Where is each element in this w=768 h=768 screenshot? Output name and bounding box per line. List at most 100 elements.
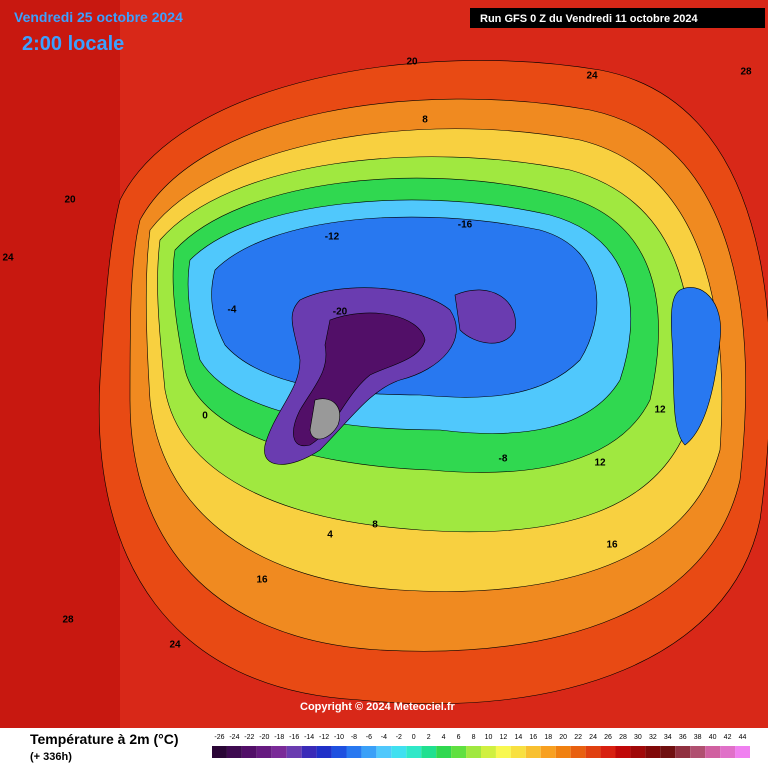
copyright: Copyright © 2024 Meteociel.fr bbox=[300, 701, 456, 713]
color-swatch bbox=[451, 746, 467, 758]
color-swatch bbox=[436, 746, 452, 758]
color-swatch bbox=[331, 746, 347, 758]
temperature-label: 24 bbox=[586, 71, 598, 82]
color-swatch bbox=[212, 746, 227, 758]
temperature-label: -20 bbox=[333, 307, 348, 318]
scale-tick-label: 8 bbox=[472, 734, 476, 741]
scale-tick-label: -18 bbox=[274, 734, 284, 741]
color-swatch bbox=[600, 746, 616, 758]
scale-tick-label: 18 bbox=[544, 734, 552, 741]
scale-tick-label: 34 bbox=[664, 734, 672, 741]
temperature-label: 4 bbox=[327, 530, 333, 541]
color-swatch bbox=[421, 746, 437, 758]
color-swatch bbox=[346, 746, 362, 758]
color-swatch bbox=[510, 746, 526, 758]
scale-tick-label: 16 bbox=[529, 734, 537, 741]
scale-tick-label: 2 bbox=[427, 734, 431, 741]
temperature-label: 8 bbox=[422, 115, 428, 126]
scale-tick-label: -2 bbox=[396, 734, 402, 741]
color-swatch bbox=[615, 746, 631, 758]
scale-tick-label: 14 bbox=[514, 734, 522, 741]
temperature-label: 20 bbox=[64, 195, 76, 206]
map-labels: 20 24 28 8 -12 -16 -20 0 4 12 16 24 28 24 -8 -4 20 16 12 8 bbox=[2, 57, 752, 651]
color-swatch bbox=[570, 746, 586, 758]
temperature-label: -16 bbox=[458, 220, 473, 231]
scale-tick-label: -12 bbox=[319, 734, 329, 741]
scale-tick-label: 22 bbox=[574, 734, 582, 741]
color-swatch bbox=[406, 746, 422, 758]
time-label: 2:00 locale bbox=[22, 33, 124, 55]
color-swatch bbox=[286, 746, 302, 758]
scale-tick-label: -20 bbox=[259, 734, 269, 741]
scale-tick-label: 10 bbox=[485, 734, 493, 741]
color-swatch bbox=[391, 746, 407, 758]
scale-tick-label: -26 bbox=[214, 734, 224, 741]
scale-tick-label: 42 bbox=[724, 734, 732, 741]
run-label: Run GFS 0 Z du Vendredi 11 octobre 2024 bbox=[480, 13, 698, 25]
temperature-label: 12 bbox=[654, 405, 666, 416]
color-swatch bbox=[376, 746, 392, 758]
scale-tick-label: 44 bbox=[739, 734, 747, 741]
temperature-label: -12 bbox=[325, 232, 340, 243]
temperature-label: 28 bbox=[62, 615, 74, 626]
scale-tick-label: 36 bbox=[679, 734, 687, 741]
color-swatch bbox=[705, 746, 721, 758]
color-swatch bbox=[645, 746, 661, 758]
color-swatch bbox=[675, 746, 691, 758]
legend-title: Température à 2m (°C) bbox=[30, 731, 179, 747]
temperature-label: 28 bbox=[740, 67, 752, 78]
temperature-label: 16 bbox=[256, 575, 268, 586]
temperature-label: 24 bbox=[2, 253, 14, 264]
temperature-label: -4 bbox=[228, 305, 237, 316]
scale-tick-label: 38 bbox=[694, 734, 702, 741]
scale-tick-label: -24 bbox=[229, 734, 239, 741]
color-swatch bbox=[226, 746, 242, 758]
scale-tick-label: -4 bbox=[381, 734, 387, 741]
color-swatch bbox=[630, 746, 646, 758]
color-swatch bbox=[241, 746, 257, 758]
color-swatch bbox=[735, 746, 750, 758]
color-swatch bbox=[301, 746, 317, 758]
temperature-label: 8 bbox=[372, 520, 378, 531]
scale-tick-label: 12 bbox=[500, 734, 508, 741]
color-swatch bbox=[316, 746, 332, 758]
scale-tick-label: 40 bbox=[709, 734, 717, 741]
scale-tick-label: 20 bbox=[559, 734, 567, 741]
color-swatch bbox=[720, 746, 736, 758]
color-swatch bbox=[690, 746, 706, 758]
temperature-label: 20 bbox=[406, 57, 418, 68]
color-swatch bbox=[660, 746, 676, 758]
scale-tick-label: 32 bbox=[649, 734, 657, 741]
temperature-label: 16 bbox=[606, 540, 618, 551]
color-swatch bbox=[466, 746, 481, 758]
scale-tick-label: 26 bbox=[604, 734, 612, 741]
scale-tick-label: 30 bbox=[634, 734, 642, 741]
color-scale: -26 -24 -22 -20 -18 -16 -14 -12 -10 -8 -6 -4 -2 0 2 4 6 8… bbox=[212, 734, 750, 758]
map-edge bbox=[0, 0, 120, 728]
color-swatch bbox=[271, 746, 287, 758]
color-swatch bbox=[540, 746, 556, 758]
scale-tick-label: -14 bbox=[304, 734, 314, 741]
temperature-label: 12 bbox=[594, 458, 606, 469]
legend-subtitle: (+ 336h) bbox=[30, 751, 72, 763]
date-label: Vendredi 25 octobre 2024 bbox=[14, 9, 183, 25]
temperature-label: 0 bbox=[202, 411, 208, 422]
scale-tick-label: -8 bbox=[351, 734, 357, 741]
color-swatch bbox=[525, 746, 541, 758]
color-swatch bbox=[481, 746, 496, 758]
scale-tick-label: 6 bbox=[457, 734, 461, 741]
temperature-label: 24 bbox=[169, 640, 181, 651]
scale-tick-label: 24 bbox=[589, 734, 597, 741]
scale-tick-label: -16 bbox=[289, 734, 299, 741]
temperature-label: -8 bbox=[499, 454, 508, 465]
temperature-fields bbox=[98, 60, 768, 705]
scale-tick-label: 28 bbox=[619, 734, 627, 741]
scale-tick-label: 4 bbox=[442, 734, 446, 741]
color-swatch bbox=[585, 746, 601, 758]
scale-tick-label: -6 bbox=[366, 734, 372, 741]
scale-tick-label: -10 bbox=[334, 734, 344, 741]
color-swatch bbox=[495, 746, 511, 758]
color-swatch bbox=[555, 746, 571, 758]
